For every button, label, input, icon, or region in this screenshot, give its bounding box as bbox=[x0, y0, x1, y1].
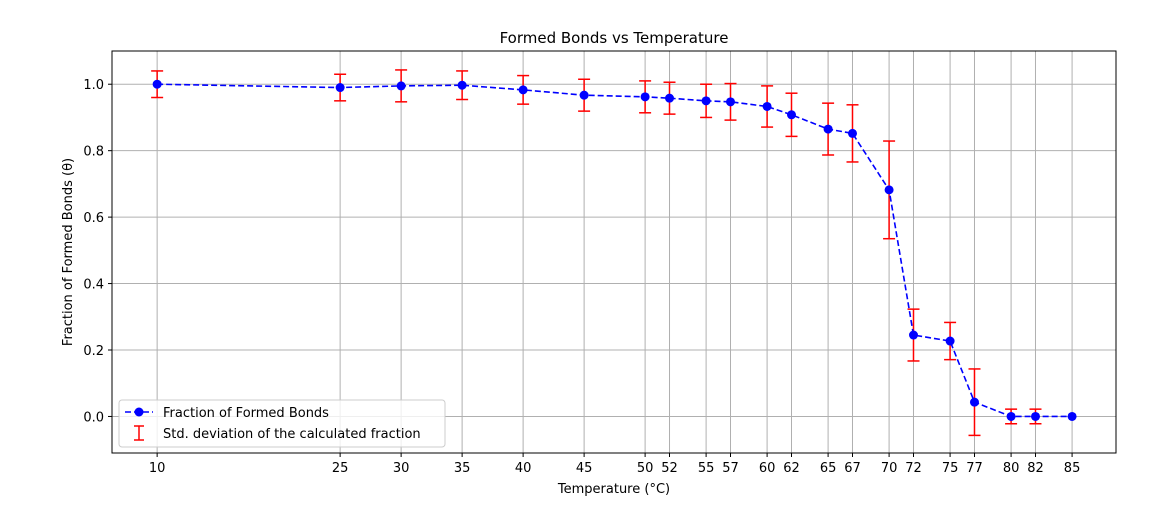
x-tick-label: 62 bbox=[783, 461, 800, 476]
x-tick-label: 10 bbox=[149, 461, 166, 476]
x-tick-label: 65 bbox=[820, 461, 837, 476]
data-point bbox=[1067, 411, 1077, 421]
x-tick-label: 80 bbox=[1003, 461, 1020, 476]
data-point bbox=[335, 83, 345, 93]
data-point bbox=[518, 85, 528, 95]
x-tick-label: 30 bbox=[393, 461, 410, 476]
data-point bbox=[152, 79, 162, 89]
x-tick-label: 55 bbox=[698, 461, 715, 476]
data-point bbox=[786, 110, 796, 120]
x-tick-label: 67 bbox=[844, 461, 861, 476]
x-tick-label: 50 bbox=[637, 461, 654, 476]
y-tick-label: 0.2 bbox=[83, 344, 104, 359]
legend-label-series: Fraction of Formed Bonds bbox=[163, 406, 329, 421]
x-tick-label: 70 bbox=[881, 461, 898, 476]
grid bbox=[112, 51, 1116, 453]
x-tick-label: 77 bbox=[966, 461, 983, 476]
y-tick-label: 0.8 bbox=[83, 145, 104, 160]
legend: Fraction of Formed Bonds Std. deviation … bbox=[118, 399, 446, 448]
data-point bbox=[847, 128, 857, 138]
y-tick-label: 0.4 bbox=[83, 278, 104, 293]
x-tick-label: 57 bbox=[722, 461, 739, 476]
data-point bbox=[908, 330, 918, 340]
legend-label-errorbars: Std. deviation of the calculated fractio… bbox=[163, 427, 421, 442]
data-point bbox=[823, 124, 833, 134]
x-tick-label: 75 bbox=[942, 461, 959, 476]
data-point bbox=[945, 336, 955, 346]
data-point bbox=[726, 97, 736, 107]
data-point bbox=[396, 81, 406, 91]
data-point bbox=[1006, 411, 1016, 421]
x-tick-label: 85 bbox=[1064, 461, 1081, 476]
x-tick-label: 40 bbox=[515, 461, 532, 476]
x-tick-label: 25 bbox=[332, 461, 349, 476]
plot-area bbox=[151, 69, 1077, 437]
x-tick-label: 82 bbox=[1027, 461, 1044, 476]
data-point bbox=[884, 185, 894, 195]
x-tick-label: 52 bbox=[661, 461, 678, 476]
y-tick-label: 0.0 bbox=[83, 410, 104, 425]
y-tick-label: 1.0 bbox=[83, 78, 104, 93]
data-point bbox=[969, 397, 979, 407]
data-point bbox=[701, 96, 711, 106]
data-point bbox=[1030, 411, 1040, 421]
ticks: 10 25 30 35 40 45 50 52 55 57 60 62 65 67 70 72 75 77 80 82… bbox=[83, 78, 1080, 476]
x-tick-label: 45 bbox=[576, 461, 593, 476]
x-tick-label: 35 bbox=[454, 461, 471, 476]
y-axis-label: Fraction of Formed Bonds (θ) bbox=[61, 158, 76, 346]
data-point bbox=[579, 90, 589, 100]
data-point bbox=[640, 92, 650, 102]
series-line bbox=[157, 83, 1073, 418]
y-tick-label: 0.6 bbox=[83, 211, 104, 226]
legend-box bbox=[118, 399, 446, 448]
data-point bbox=[762, 101, 772, 111]
x-tick-label: 60 bbox=[759, 461, 776, 476]
axes-frame bbox=[111, 50, 1117, 454]
x-axis-label: Temperature (°C) bbox=[557, 482, 670, 497]
legend-marker-swatch bbox=[134, 407, 144, 417]
chart-title: Formed Bonds vs Temperature bbox=[500, 29, 729, 47]
data-point bbox=[457, 80, 467, 90]
x-tick-label: 72 bbox=[905, 461, 922, 476]
data-point bbox=[665, 93, 675, 103]
